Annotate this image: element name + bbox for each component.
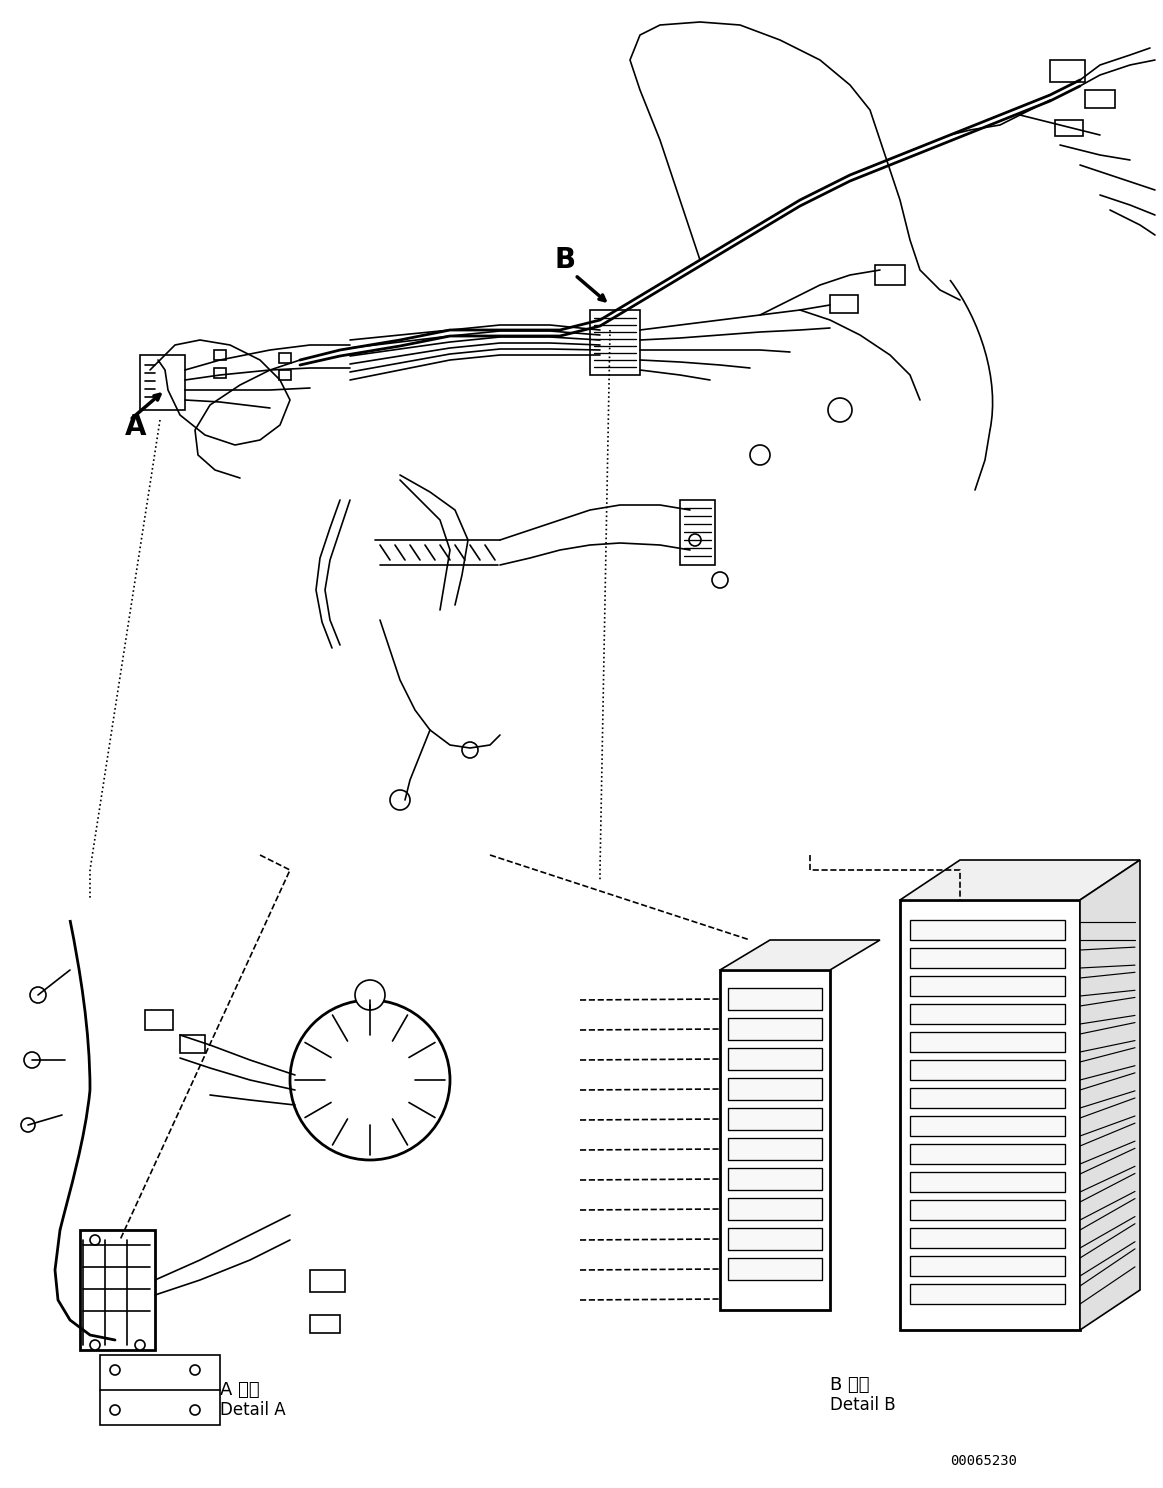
Bar bbox=[80, 1231, 155, 1350]
Circle shape bbox=[828, 397, 852, 423]
Bar bbox=[311, 1269, 345, 1292]
Bar bbox=[728, 1168, 822, 1190]
Bar bbox=[909, 1173, 1065, 1192]
Bar bbox=[728, 1018, 822, 1040]
Polygon shape bbox=[720, 940, 880, 970]
Bar bbox=[680, 500, 715, 565]
Circle shape bbox=[190, 1364, 200, 1375]
Bar bbox=[909, 1284, 1065, 1303]
Bar bbox=[214, 368, 226, 378]
Circle shape bbox=[712, 571, 728, 588]
Bar bbox=[909, 948, 1065, 969]
Circle shape bbox=[21, 1117, 35, 1132]
Bar bbox=[214, 350, 226, 360]
Circle shape bbox=[30, 987, 47, 1003]
Circle shape bbox=[190, 1405, 200, 1415]
Text: B: B bbox=[555, 246, 576, 274]
Bar bbox=[909, 976, 1065, 995]
Bar bbox=[1085, 89, 1115, 109]
Bar bbox=[909, 1199, 1065, 1220]
Bar bbox=[728, 1138, 822, 1161]
Text: 00065230: 00065230 bbox=[950, 1454, 1016, 1469]
Bar bbox=[909, 1116, 1065, 1135]
Circle shape bbox=[390, 790, 411, 809]
Text: B 詳細: B 詳細 bbox=[830, 1376, 870, 1394]
Circle shape bbox=[90, 1235, 100, 1245]
Bar bbox=[900, 900, 1080, 1330]
Bar bbox=[279, 353, 291, 363]
Polygon shape bbox=[900, 860, 1140, 900]
Bar bbox=[909, 920, 1065, 940]
Bar bbox=[728, 1048, 822, 1070]
Polygon shape bbox=[1080, 860, 1140, 1330]
Circle shape bbox=[290, 1000, 450, 1161]
Bar bbox=[875, 265, 905, 286]
Bar bbox=[909, 1088, 1065, 1109]
Circle shape bbox=[750, 445, 770, 466]
Bar bbox=[145, 1010, 173, 1030]
Circle shape bbox=[688, 534, 701, 546]
Bar bbox=[1050, 60, 1085, 82]
Bar bbox=[909, 1004, 1065, 1024]
Bar bbox=[279, 371, 291, 379]
Text: A: A bbox=[124, 414, 147, 440]
Bar bbox=[909, 1059, 1065, 1080]
Circle shape bbox=[355, 981, 385, 1010]
Circle shape bbox=[462, 743, 478, 757]
Bar bbox=[909, 1228, 1065, 1248]
Bar bbox=[1055, 121, 1083, 135]
Bar bbox=[728, 1257, 822, 1280]
Text: Detail A: Detail A bbox=[220, 1402, 286, 1420]
Bar bbox=[830, 295, 858, 312]
Bar bbox=[180, 1036, 205, 1054]
Circle shape bbox=[90, 1341, 100, 1350]
Bar bbox=[909, 1144, 1065, 1164]
Circle shape bbox=[135, 1341, 145, 1350]
Bar bbox=[311, 1315, 340, 1333]
Circle shape bbox=[110, 1405, 120, 1415]
Bar bbox=[140, 356, 185, 411]
Bar bbox=[728, 1198, 822, 1220]
Circle shape bbox=[24, 1052, 40, 1068]
Bar bbox=[100, 1356, 220, 1426]
Circle shape bbox=[110, 1364, 120, 1375]
Bar bbox=[728, 1077, 822, 1100]
Text: Detail B: Detail B bbox=[830, 1396, 896, 1414]
Bar bbox=[728, 988, 822, 1010]
Bar bbox=[728, 1109, 822, 1129]
Bar bbox=[590, 310, 640, 375]
Bar bbox=[909, 1033, 1065, 1052]
Bar bbox=[720, 970, 830, 1309]
Bar bbox=[728, 1228, 822, 1250]
Bar bbox=[909, 1256, 1065, 1277]
Text: A 詳細: A 詳細 bbox=[220, 1381, 259, 1399]
